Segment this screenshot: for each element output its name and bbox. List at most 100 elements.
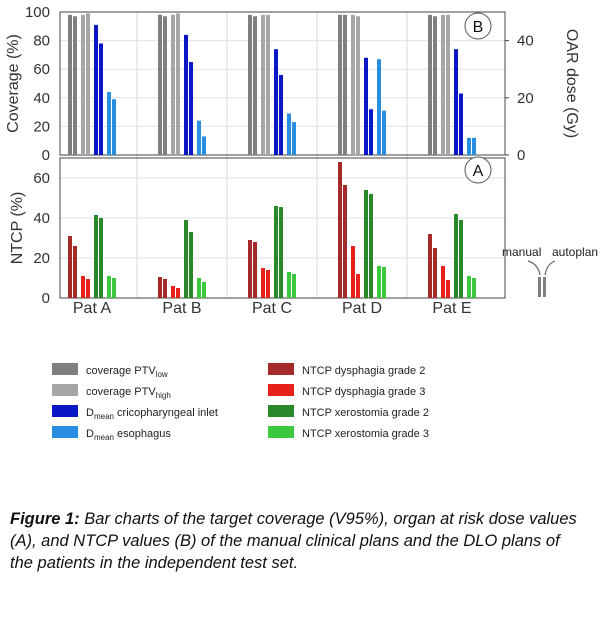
ntcp-bar	[446, 280, 450, 298]
ntcp-bar	[343, 185, 347, 298]
x-tick-label: Pat D	[342, 300, 382, 317]
y-tick-label: 60	[33, 170, 50, 187]
note-manual: manual	[502, 245, 541, 259]
coverage-bar	[287, 113, 291, 155]
caption-text: Bar charts of the target coverage (V95%)…	[10, 510, 577, 572]
coverage-bar	[446, 14, 450, 155]
ntcp-bar	[248, 240, 252, 298]
ntcp-bar	[86, 279, 90, 298]
legend-label: NTCP dysphagia grade 2	[302, 365, 425, 377]
coverage-bar	[343, 14, 347, 155]
ntcp-bar	[459, 220, 463, 298]
ntcp-bar	[433, 248, 437, 298]
coverage-bar	[377, 59, 381, 155]
coverage-bar	[274, 49, 278, 155]
panel-letter-top: B	[473, 19, 484, 36]
coverage-bar	[112, 99, 116, 155]
legend-swatch	[268, 405, 294, 417]
coverage-bar	[68, 14, 72, 155]
legend-label: coverage PTVhigh	[86, 386, 171, 400]
coverage-bar	[158, 14, 162, 155]
coverage-bar	[107, 92, 111, 155]
ntcp-bar	[163, 279, 167, 298]
legend-label: NTCP xerostomia grade 3	[302, 428, 429, 440]
coverage-bar	[279, 74, 283, 155]
ntcp-bar	[441, 266, 445, 298]
x-tick-label: Pat B	[162, 300, 201, 317]
coverage-bar	[441, 14, 445, 155]
legend-label: Dmean esophagus	[86, 428, 171, 442]
legend-swatch	[268, 363, 294, 375]
ntcp-bar	[94, 215, 98, 298]
coverage-bar	[382, 110, 386, 155]
arrow-autoplan	[544, 260, 556, 276]
legend-label: NTCP dysphagia grade 3	[302, 386, 425, 398]
figure-chart: 0 20 40 60 80 100 0 20 40 0 20 40 60 Coverage (%) OAR …	[5, 4, 598, 442]
legend-label: NTCP xerostomia grade 2	[302, 407, 429, 419]
coverage-bar	[428, 14, 432, 155]
coverage-bar	[189, 62, 193, 155]
ntcp-bar	[81, 276, 85, 298]
arrow-manual	[527, 260, 541, 276]
coverage-bar	[99, 43, 103, 155]
ntcp-bar	[287, 272, 291, 298]
ntcp-bar	[261, 268, 265, 298]
ntcp-bar	[274, 206, 278, 298]
legend-label: Dmean cricopharyngeal inlet	[86, 407, 218, 421]
figure-caption: Figure 1: Bar charts of the target cover…	[10, 508, 585, 574]
coverage-bar	[459, 93, 463, 155]
ntcp-bar	[292, 274, 296, 298]
panel-letter-bottom: A	[473, 163, 484, 180]
ntcp-bar	[338, 162, 342, 298]
y-axis-title-coverage: Coverage (%)	[5, 34, 22, 133]
ntcp-bar	[382, 267, 386, 298]
y-tick-label: 40	[33, 90, 50, 107]
legend-swatch	[52, 426, 78, 438]
y-axis-title-ntcp: NTCP (%)	[9, 192, 26, 265]
ntcp-bar	[356, 274, 360, 298]
ntcp-bar	[472, 278, 476, 298]
example-bar-autoplan	[543, 277, 546, 297]
coverage-bar	[184, 34, 188, 155]
ntcp-bar	[99, 218, 103, 298]
coverage-bar	[94, 24, 98, 156]
x-tick-label: Pat C	[252, 300, 292, 317]
legend-swatch	[52, 363, 78, 375]
coverage-bar	[253, 16, 257, 156]
coverage-bar	[364, 57, 368, 156]
coverage-bar	[73, 16, 77, 156]
coverage-bar	[292, 122, 296, 155]
ntcp-bar	[184, 220, 188, 298]
y-tick-label: 20	[33, 250, 50, 267]
ntcp-bar	[467, 276, 471, 298]
coverage-bar	[454, 49, 458, 155]
coverage-bar	[467, 137, 471, 155]
y-tick-label: 40	[33, 210, 50, 227]
y-tick-label: 0	[42, 290, 50, 307]
note-autoplan: autoplan	[552, 245, 598, 259]
ntcp-bar	[107, 276, 111, 298]
y2-tick-label: 0	[517, 147, 525, 164]
example-bar-manual	[538, 277, 541, 297]
coverage-bar	[266, 14, 270, 155]
legend-swatch	[52, 384, 78, 396]
y-tick-label: 100	[25, 4, 50, 21]
coverage-bar	[338, 14, 342, 155]
ntcp-bar	[454, 214, 458, 298]
ntcp-bar	[197, 278, 201, 298]
panel-letter-circle	[464, 156, 492, 184]
coverage-bar	[197, 120, 201, 155]
coverage-bar	[202, 136, 206, 155]
coverage-bar	[81, 14, 85, 155]
ntcp-bar	[73, 246, 77, 298]
ntcp-bar	[351, 246, 355, 298]
ntcp-bar	[377, 266, 381, 298]
coverage-bar	[163, 16, 167, 156]
coverage-bar	[248, 14, 252, 155]
coverage-bar	[472, 137, 476, 155]
y2-tick-label: 20	[517, 90, 534, 107]
legend-swatch	[268, 384, 294, 396]
legend-swatch	[52, 405, 78, 417]
caption-label: Figure 1:	[10, 510, 80, 528]
coverage-bar	[356, 16, 360, 156]
